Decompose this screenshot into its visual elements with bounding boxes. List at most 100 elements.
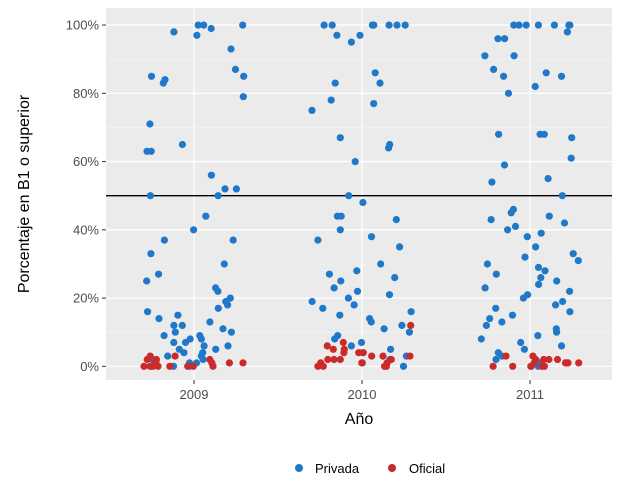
data-point-oficial <box>553 355 562 364</box>
data-point-privada <box>563 28 572 36</box>
data-point-privada <box>319 304 327 312</box>
data-point-oficial <box>239 359 247 367</box>
data-point-privada <box>534 21 543 29</box>
data-point-privada <box>558 192 566 200</box>
data-point-oficial <box>368 352 376 360</box>
legend-privada-label: Privada <box>315 461 360 476</box>
y-tick-label: 40% <box>73 222 99 237</box>
data-point-privada <box>171 328 179 336</box>
data-point-privada <box>160 332 168 340</box>
data-point-privada <box>544 175 552 183</box>
data-point-oficial <box>324 355 332 364</box>
data-point-privada <box>501 35 509 43</box>
y-axis-label: Porcentaje en B1 o superior <box>16 94 33 293</box>
data-point-privada <box>367 318 375 326</box>
data-point-privada <box>155 315 163 323</box>
data-point-privada <box>504 226 512 234</box>
data-point-privada <box>376 79 384 87</box>
data-point-oficial <box>359 349 367 357</box>
data-point-privada <box>552 301 560 309</box>
data-point-privada <box>483 260 491 268</box>
data-point-privada <box>207 24 215 33</box>
data-point-privada <box>194 21 202 29</box>
data-point-privada <box>174 311 182 319</box>
data-point-oficial <box>189 362 197 370</box>
x-tick-label: 2010 <box>348 387 377 402</box>
data-point-privada <box>569 250 577 258</box>
data-point-privada <box>330 284 338 292</box>
data-point-privada <box>197 335 205 343</box>
data-point-privada <box>170 28 178 36</box>
data-point-privada <box>314 236 322 244</box>
data-point-oficial <box>339 338 347 347</box>
data-point-oficial <box>336 355 344 364</box>
series-privada <box>143 21 582 370</box>
data-point-privada <box>534 263 543 271</box>
data-point-privada <box>206 318 214 326</box>
data-point-oficial <box>379 352 387 360</box>
data-point-oficial <box>152 359 160 367</box>
data-point-oficial <box>146 362 154 370</box>
data-point-privada <box>371 69 379 77</box>
data-point-privada <box>200 342 208 350</box>
data-point-privada <box>207 171 215 179</box>
data-point-privada <box>147 250 155 258</box>
data-point-privada <box>559 297 567 306</box>
data-point-privada <box>535 280 543 288</box>
data-point-privada <box>511 222 520 230</box>
data-point-privada <box>232 185 240 193</box>
data-point-privada <box>532 243 540 251</box>
data-point-oficial <box>538 362 546 370</box>
data-point-privada <box>498 318 506 326</box>
data-point-privada <box>356 31 364 39</box>
data-point-privada <box>239 93 247 101</box>
data-point-privada <box>405 328 413 336</box>
data-point-privada <box>227 45 235 53</box>
data-point-privada <box>507 209 515 217</box>
data-point-privada <box>333 31 341 39</box>
data-point-privada <box>385 21 393 29</box>
data-point-privada <box>367 233 376 241</box>
data-point-privada <box>239 21 247 29</box>
data-point-privada <box>320 21 328 29</box>
data-point-oficial <box>329 345 337 353</box>
data-point-privada <box>220 260 228 268</box>
data-point-oficial <box>407 321 415 329</box>
data-point-privada <box>347 342 355 350</box>
data-point-privada <box>490 65 498 73</box>
data-point-privada <box>345 192 353 200</box>
data-point-privada <box>553 277 561 285</box>
data-point-privada <box>214 304 222 312</box>
data-point-privada <box>200 21 208 29</box>
data-point-privada <box>231 65 240 73</box>
series-oficial <box>140 321 583 370</box>
data-point-privada <box>344 294 352 302</box>
data-point-privada <box>227 328 235 336</box>
y-tick-label: 100% <box>66 18 100 33</box>
data-point-privada <box>202 212 210 220</box>
data-point-privada <box>553 328 561 336</box>
data-point-oficial <box>314 362 322 370</box>
data-point-privada <box>517 338 525 347</box>
y-tick-label: 60% <box>73 154 99 169</box>
data-point-privada <box>560 219 569 227</box>
data-point-oficial <box>140 362 148 370</box>
data-point-privada <box>144 308 152 316</box>
data-point-privada <box>557 342 566 350</box>
x-axis-label: Año <box>345 411 374 428</box>
data-point-oficial <box>527 362 535 370</box>
data-point-privada <box>170 338 178 347</box>
data-point-privada <box>520 345 529 353</box>
data-point-privada <box>574 257 582 265</box>
x-axis: 2009 2010 2011 <box>180 380 544 402</box>
data-point-privada <box>229 236 237 244</box>
legend-oficial-label: Oficial <box>409 461 445 476</box>
data-point-privada <box>214 192 222 200</box>
data-point-privada <box>407 308 415 316</box>
data-point-privada <box>327 96 335 104</box>
data-point-oficial <box>382 362 390 370</box>
data-point-privada <box>504 89 513 97</box>
data-point-privada <box>155 270 163 278</box>
data-point-privada <box>159 79 167 87</box>
data-point-oficial <box>171 352 179 360</box>
